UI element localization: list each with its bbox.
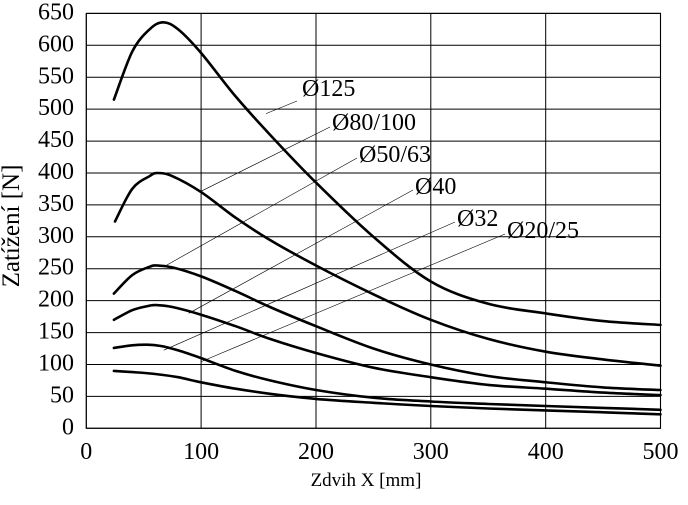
svg-text:500: 500 xyxy=(643,439,679,465)
svg-text:350: 350 xyxy=(38,191,74,217)
svg-text:Ø32: Ø32 xyxy=(457,206,498,232)
svg-text:200: 200 xyxy=(38,287,74,313)
svg-text:550: 550 xyxy=(38,63,74,89)
svg-text:650: 650 xyxy=(38,0,74,26)
svg-text:Zdvih X [mm]: Zdvih X [mm] xyxy=(311,470,422,491)
svg-text:100: 100 xyxy=(38,351,74,377)
svg-text:500: 500 xyxy=(38,95,74,121)
svg-text:100: 100 xyxy=(183,439,219,465)
svg-text:Ø20/25: Ø20/25 xyxy=(507,218,579,244)
svg-text:Zatížení [N]: Zatížení [N] xyxy=(0,165,25,288)
svg-text:400: 400 xyxy=(38,159,74,185)
svg-text:Ø125: Ø125 xyxy=(302,76,355,102)
svg-text:250: 250 xyxy=(38,255,74,281)
svg-text:Ø40: Ø40 xyxy=(415,174,456,200)
svg-text:600: 600 xyxy=(38,31,74,57)
svg-text:300: 300 xyxy=(413,439,449,465)
svg-text:400: 400 xyxy=(528,439,564,465)
svg-text:0: 0 xyxy=(80,439,92,465)
svg-text:Ø50/63: Ø50/63 xyxy=(359,142,431,168)
svg-text:450: 450 xyxy=(38,127,74,153)
svg-text:200: 200 xyxy=(298,439,334,465)
svg-text:0: 0 xyxy=(62,414,74,440)
svg-text:300: 300 xyxy=(38,223,74,249)
svg-text:Ø80/100: Ø80/100 xyxy=(332,110,416,136)
svg-text:50: 50 xyxy=(50,382,74,408)
svg-text:150: 150 xyxy=(38,319,74,345)
